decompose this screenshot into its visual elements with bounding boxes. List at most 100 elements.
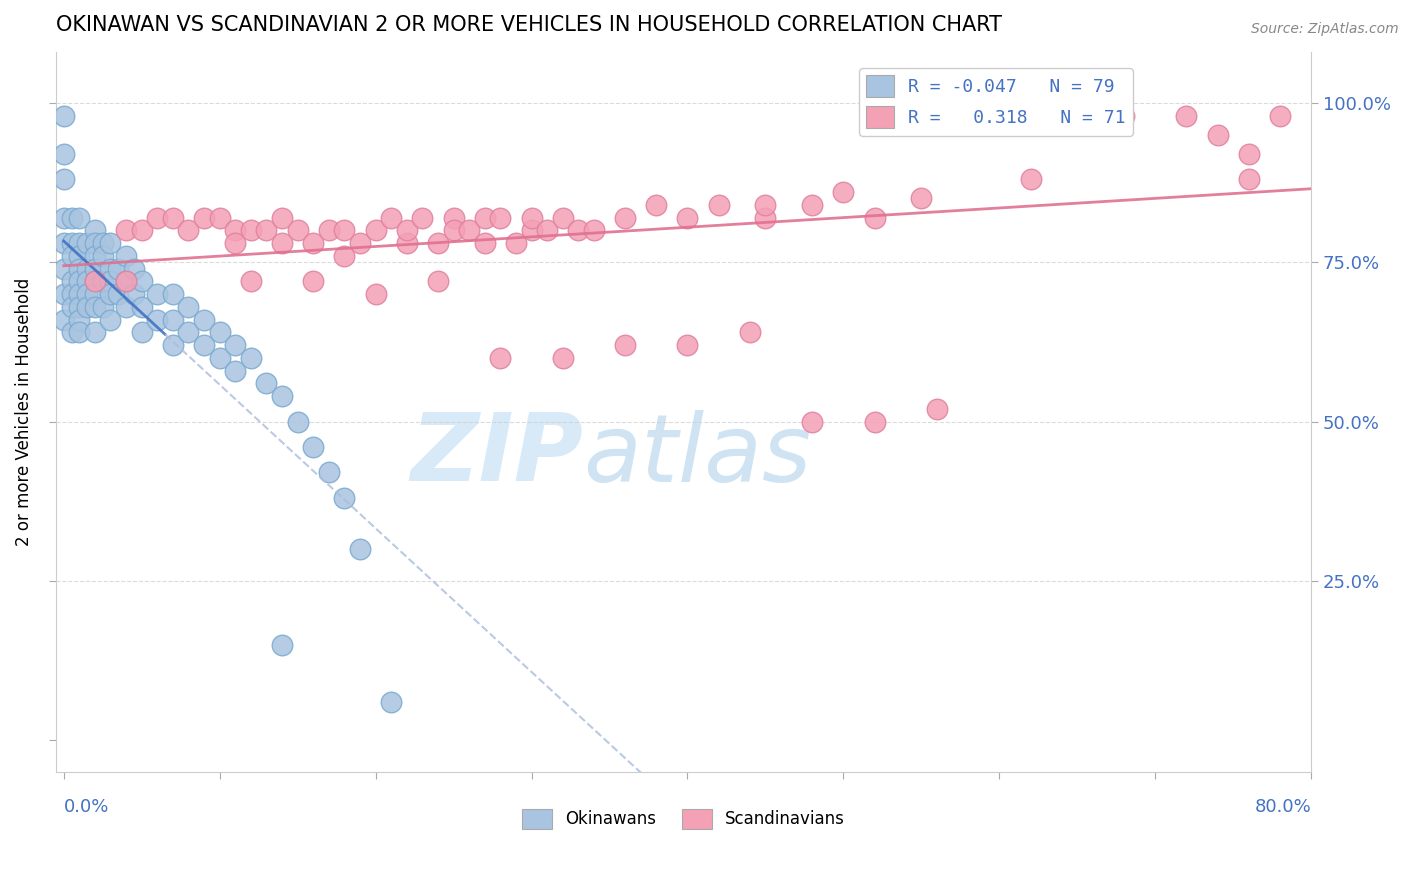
Point xyxy=(426,235,449,250)
Point xyxy=(364,287,387,301)
Point xyxy=(411,211,433,225)
Point xyxy=(271,235,294,250)
Point xyxy=(52,261,75,276)
Point xyxy=(162,312,184,326)
Point xyxy=(52,235,75,250)
Point xyxy=(91,274,114,288)
Point xyxy=(1066,109,1088,123)
Point xyxy=(1268,109,1291,123)
Point xyxy=(395,235,418,250)
Point xyxy=(60,287,83,301)
Point xyxy=(83,261,105,276)
Point xyxy=(832,185,855,199)
Text: 0.0%: 0.0% xyxy=(63,797,110,815)
Point xyxy=(224,223,246,237)
Point xyxy=(76,287,98,301)
Point xyxy=(254,376,277,391)
Y-axis label: 2 or more Vehicles in Household: 2 or more Vehicles in Household xyxy=(15,277,32,546)
Point xyxy=(271,211,294,225)
Point xyxy=(100,312,122,326)
Point xyxy=(738,326,761,340)
Point xyxy=(115,300,138,314)
Point xyxy=(83,274,105,288)
Point xyxy=(333,249,356,263)
Point xyxy=(60,249,83,263)
Point xyxy=(239,223,262,237)
Point xyxy=(122,287,145,301)
Point xyxy=(131,300,153,314)
Point xyxy=(474,211,496,225)
Point xyxy=(520,211,543,225)
Point xyxy=(100,235,122,250)
Point xyxy=(52,211,75,225)
Point xyxy=(67,235,90,250)
Point xyxy=(254,223,277,237)
Point xyxy=(60,274,83,288)
Point xyxy=(52,312,75,326)
Point xyxy=(426,274,449,288)
Text: 80.0%: 80.0% xyxy=(1254,797,1312,815)
Point xyxy=(1019,172,1042,186)
Point xyxy=(1175,109,1198,123)
Point xyxy=(131,326,153,340)
Point xyxy=(60,211,83,225)
Point xyxy=(76,274,98,288)
Point xyxy=(115,274,138,288)
Point xyxy=(707,198,730,212)
Point xyxy=(67,312,90,326)
Point xyxy=(67,274,90,288)
Point xyxy=(489,211,512,225)
Point xyxy=(380,211,402,225)
Point xyxy=(443,223,465,237)
Point xyxy=(208,351,231,365)
Point xyxy=(83,274,105,288)
Point xyxy=(957,109,980,123)
Point xyxy=(1237,146,1260,161)
Point xyxy=(239,351,262,365)
Point xyxy=(177,300,200,314)
Point xyxy=(208,211,231,225)
Point xyxy=(60,326,83,340)
Point xyxy=(115,274,138,288)
Point xyxy=(489,351,512,365)
Point xyxy=(910,191,932,205)
Point xyxy=(364,223,387,237)
Point xyxy=(333,223,356,237)
Point xyxy=(91,235,114,250)
Point xyxy=(224,363,246,377)
Point xyxy=(193,211,215,225)
Point xyxy=(52,172,75,186)
Point xyxy=(349,235,371,250)
Point xyxy=(115,223,138,237)
Point xyxy=(925,401,948,416)
Point xyxy=(614,211,637,225)
Point xyxy=(443,211,465,225)
Point xyxy=(536,223,558,237)
Point xyxy=(162,211,184,225)
Point xyxy=(318,466,340,480)
Point xyxy=(395,223,418,237)
Point xyxy=(863,211,886,225)
Point xyxy=(271,389,294,403)
Point xyxy=(645,198,668,212)
Point xyxy=(83,287,105,301)
Legend: Okinawans, Scandinavians: Okinawans, Scandinavians xyxy=(516,802,852,836)
Point xyxy=(505,235,527,250)
Point xyxy=(676,338,699,352)
Point xyxy=(177,326,200,340)
Point xyxy=(146,211,169,225)
Point xyxy=(551,211,574,225)
Point xyxy=(60,300,83,314)
Point xyxy=(801,198,824,212)
Point xyxy=(380,695,402,709)
Point xyxy=(83,235,105,250)
Point xyxy=(1237,172,1260,186)
Point xyxy=(582,223,605,237)
Point xyxy=(76,300,98,314)
Point xyxy=(567,223,589,237)
Point xyxy=(67,300,90,314)
Point xyxy=(107,287,129,301)
Point xyxy=(177,223,200,237)
Point xyxy=(67,249,90,263)
Point xyxy=(318,223,340,237)
